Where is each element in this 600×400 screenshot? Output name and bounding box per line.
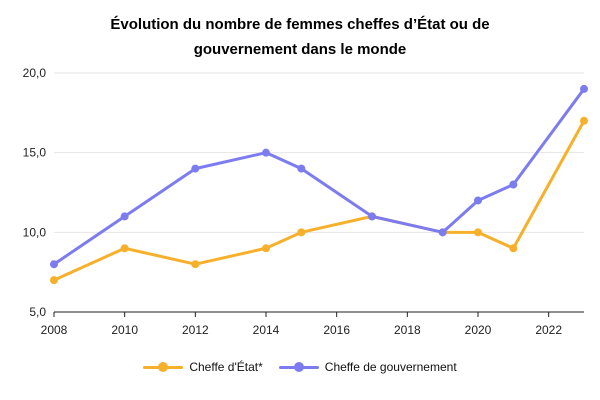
data-point-cheffe-gouvernement — [120, 212, 129, 221]
chart-title-line-2: gouvernement dans le monde — [193, 41, 407, 58]
y-tick-label: 10,0 — [23, 225, 47, 239]
x-tick-label: 2018 — [394, 323, 421, 337]
chart-title: Évolution du nombre de femmes cheffes d’… — [0, 12, 600, 62]
x-tick-label: 2014 — [253, 323, 280, 337]
data-point-cheffe-gouvernement — [474, 196, 482, 205]
legend-label-cheffe-etat: Cheffe d'État* — [189, 360, 263, 374]
legend-dot-cheffe-etat — [158, 362, 169, 372]
legend: Cheffe d'État* Cheffe de gouvernement — [0, 360, 600, 374]
x-tick-label: 2020 — [465, 323, 492, 337]
data-point-cheffe-etat — [509, 244, 518, 253]
x-tick-label: 2016 — [323, 323, 350, 337]
legend-dot-cheffe-gouvernement — [293, 362, 304, 372]
data-point-cheffe-etat — [580, 116, 588, 125]
legend-label-cheffe-gouvernement: Cheffe de gouvernement — [324, 360, 457, 374]
data-point-cheffe-gouvernement — [368, 212, 376, 221]
data-point-cheffe-gouvernement — [262, 148, 270, 157]
data-point-cheffe-etat — [297, 228, 306, 237]
data-point-cheffe-gouvernement — [580, 84, 588, 93]
legend-swatch-cheffe-gouvernement — [278, 361, 319, 373]
y-tick-label: 20,0 — [23, 66, 47, 80]
data-point-cheffe-etat — [262, 244, 270, 253]
data-point-cheffe-gouvernement — [191, 164, 200, 173]
data-point-cheffe-etat — [191, 260, 200, 269]
chart-title-line-1: Évolution du nombre de femmes cheffes d’… — [110, 16, 490, 33]
x-tick-label: 2022 — [535, 323, 562, 337]
data-point-cheffe-etat — [120, 244, 129, 253]
y-tick-label: 5,0 — [29, 305, 46, 319]
x-tick-label: 2010 — [111, 323, 138, 337]
legend-item-cheffe-gouvernement[interactable]: Cheffe de gouvernement — [278, 360, 457, 374]
data-point-cheffe-gouvernement — [438, 228, 447, 237]
data-point-cheffe-etat — [474, 228, 482, 237]
x-tick-label: 2008 — [41, 323, 68, 337]
data-point-cheffe-gouvernement — [509, 180, 518, 189]
data-point-cheffe-gouvernement — [297, 164, 306, 173]
series-line-cheffe-gouvernement — [52, 87, 586, 266]
series-line-cheffe-etat — [52, 119, 586, 282]
legend-swatch-cheffe-etat — [143, 361, 184, 373]
y-tick-label: 15,0 — [23, 146, 47, 160]
x-tick-label: 2012 — [182, 323, 209, 337]
data-point-cheffe-gouvernement — [50, 260, 58, 269]
data-point-cheffe-etat — [50, 276, 58, 285]
legend-item-cheffe-etat[interactable]: Cheffe d'État* — [143, 360, 263, 374]
